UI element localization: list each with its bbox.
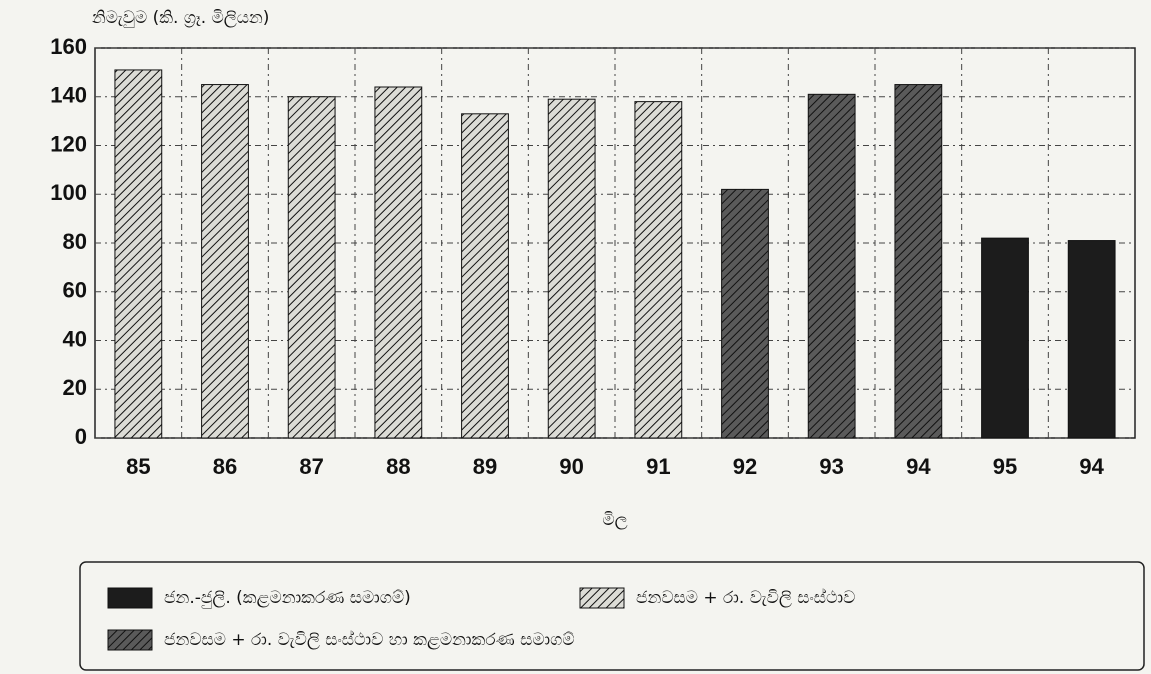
bar [894,84,943,439]
bar [201,84,249,439]
bar [807,93,856,439]
y-tick-label: 60 [63,278,87,303]
bar [547,98,596,439]
y-tick-label: 80 [63,229,87,254]
bar [721,188,769,439]
bar [1067,240,1116,439]
x-tick-label: 90 [559,454,583,479]
x-tick-label: 93 [819,454,843,479]
bar [981,237,1029,439]
x-tick-label: 89 [473,454,497,479]
legend-swatch [107,629,153,651]
x-tick-label: 88 [386,454,410,479]
bar [634,101,683,439]
legend-swatch [579,587,625,609]
x-tick-label: 94 [906,454,931,479]
x-tick-label: 91 [646,454,670,479]
bar [114,69,163,439]
y-tick-label: 140 [50,83,87,108]
legend-label: ජනවසම + රා. වැවිලි සංස්ථාව [636,588,855,608]
x-tick-label: 86 [213,454,237,479]
x-axis-label: මිල [602,510,627,530]
x-tick-label: 87 [299,454,323,479]
legend-label: ජන.-ජුලි. (කළමනාකරණ සමාගම්) [164,588,411,608]
bar [287,96,336,439]
x-tick-label: 92 [733,454,757,479]
legend-box [79,561,1145,671]
legend-swatch [107,587,153,609]
y-tick-label: 100 [50,180,87,205]
y-tick-label: 160 [50,34,87,59]
y-tick-label: 120 [50,131,87,156]
y-tick-label: 0 [75,424,87,449]
x-tick-label: 94 [1079,454,1104,479]
legend-label: ජනවසම + රා. වැවිලි සංස්ථාව හා කළමනාකරණ ස… [164,630,575,650]
x-tick-label: 85 [126,454,150,479]
bar [374,86,423,439]
y-tick-label: 20 [63,375,87,400]
y-tick-label: 40 [63,326,87,351]
x-tick-label: 95 [993,454,1017,479]
bar [461,113,509,439]
y-axis-label: නිමැවුම (කි. ග්‍රෑ. මිලියන) [92,8,269,28]
